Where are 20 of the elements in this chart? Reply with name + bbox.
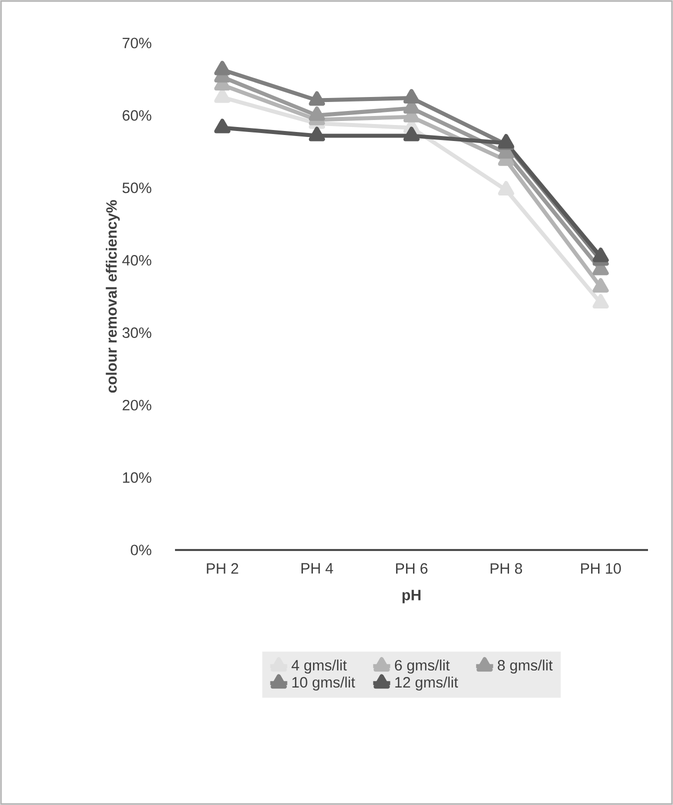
y-tick-label: 40% [122, 254, 152, 266]
legend-label: 4 gms/lit [292, 660, 347, 674]
legend-label: 10 gms/lit [292, 676, 356, 691]
legend-label: 12 gms/lit [395, 676, 458, 691]
x-tick-label: PH 2 [206, 563, 238, 574]
legend-label: 6 gms/lit [394, 660, 450, 674]
y-tick-label: 70% [122, 38, 152, 48]
y-tick-label: 0% [130, 544, 152, 556]
y-tick-label: 30% [122, 327, 152, 338]
x-axis-title: pH [402, 590, 420, 604]
x-tick-label: PH 8 [490, 563, 522, 574]
y-tick-label: 50% [122, 182, 152, 194]
y-axis-title: colour removal efficiency% [106, 200, 120, 393]
x-tick-label: PH 6 [396, 563, 428, 574]
y-tick-label: 10% [123, 472, 152, 483]
x-tick-label: PH 4 [302, 563, 334, 574]
x-tick-label: PH 10 [581, 563, 621, 574]
y-tick-label: 60% [122, 110, 152, 121]
legend-label: 8 gms/lit [498, 660, 553, 674]
y-tick-label: 20% [122, 400, 152, 410]
